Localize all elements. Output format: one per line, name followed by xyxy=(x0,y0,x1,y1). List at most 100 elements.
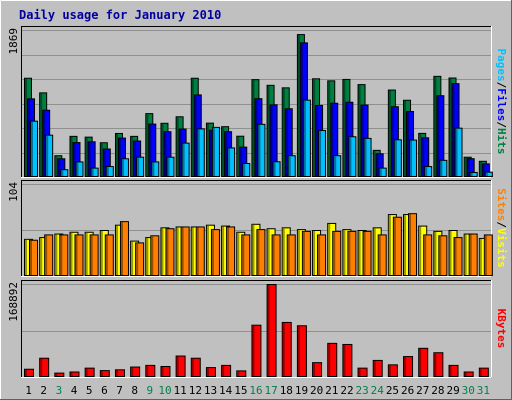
bar-shadow xyxy=(328,223,331,275)
chart-panels: 1869 104 168892 xyxy=(7,26,493,378)
bar-shadow xyxy=(225,132,228,176)
bar-fill xyxy=(104,234,114,277)
bar-shadow xyxy=(131,367,134,376)
bar-pages-day-15 xyxy=(242,163,251,177)
x-tick-label: 29 xyxy=(446,384,459,397)
bar-shadow xyxy=(343,344,346,376)
bar-shadow xyxy=(30,240,32,275)
bar-kbytes-day-29 xyxy=(448,364,459,377)
bar-fill xyxy=(99,370,110,378)
bar-fill xyxy=(438,235,448,276)
bar-shadow xyxy=(179,129,182,176)
bar-shadow xyxy=(419,226,422,275)
bar-shadow xyxy=(404,215,407,275)
bar-shadow xyxy=(100,143,103,176)
x-tick-label: 23 xyxy=(356,384,369,397)
x-tick-label: 26 xyxy=(401,384,414,397)
bar-kbytes-day-14 xyxy=(221,364,232,377)
bar-shadow xyxy=(358,368,361,376)
bar-sites-day-10 xyxy=(165,228,175,277)
bar-shadow xyxy=(287,235,290,275)
bar-kbytes-day-11 xyxy=(175,355,186,378)
bar-shadow xyxy=(434,231,437,275)
bar-shadow xyxy=(316,105,319,176)
bar-shadow xyxy=(25,369,27,376)
bar-shadow xyxy=(73,143,76,176)
bar-shadow xyxy=(373,360,376,376)
bar-pages-day-19 xyxy=(302,99,311,177)
bar-shadow xyxy=(209,130,212,176)
bar-fill xyxy=(347,230,357,276)
bar-fill xyxy=(409,139,418,177)
bar-shadow xyxy=(439,236,442,275)
bar-shadow xyxy=(91,168,94,176)
bar-shadow xyxy=(343,79,346,176)
bar-shadow xyxy=(100,231,103,275)
bar-shadow xyxy=(70,136,73,176)
bar-fill xyxy=(317,234,327,277)
bar-pages-day-5 xyxy=(90,167,99,177)
bar-fill xyxy=(175,355,186,378)
bar-fill xyxy=(89,234,99,277)
bar-pages-day-27 xyxy=(424,166,433,177)
bar-fill xyxy=(135,242,145,276)
bar-shadow xyxy=(146,238,149,275)
bar-fill xyxy=(24,368,34,378)
bar-sites-day-20 xyxy=(317,234,327,277)
x-tick-label: 19 xyxy=(295,384,308,397)
bar-fill xyxy=(90,167,99,177)
bar-kbytes-day-12 xyxy=(190,357,201,377)
bar-sites-day-1 xyxy=(29,239,38,277)
bar-kbytes-day-9 xyxy=(145,364,156,377)
bar-shadow xyxy=(455,128,458,176)
bar-shadow xyxy=(151,236,154,275)
bar-pages-day-23 xyxy=(363,137,372,177)
bar-kbytes-day-28 xyxy=(433,352,444,378)
bar-pages-day-17 xyxy=(272,161,281,178)
bar-shadow xyxy=(422,138,425,176)
bar-fill xyxy=(151,161,160,178)
bar-pages-day-20 xyxy=(318,129,327,177)
bar-kbytes-day-31 xyxy=(478,367,489,377)
panel-hits_files_pages: 1869 xyxy=(7,26,493,178)
bar-fill xyxy=(342,343,353,377)
bar-shadow xyxy=(206,225,209,275)
bar-fill xyxy=(424,166,433,177)
legend-separator: / xyxy=(495,82,508,89)
bar-fill xyxy=(387,364,398,378)
x-tick-label: 1 xyxy=(25,384,32,397)
bar-shadow xyxy=(270,105,273,176)
bar-shadow xyxy=(176,356,179,376)
bar-sites-day-15 xyxy=(241,234,251,277)
x-tick-label: 14 xyxy=(219,384,233,397)
bar-pages-day-22 xyxy=(348,136,357,177)
bar-shadow xyxy=(482,164,485,176)
bar-shadow xyxy=(237,136,240,176)
bar-shadow xyxy=(282,228,285,275)
x-tick-label: 9 xyxy=(147,384,154,397)
bar-shadow xyxy=(211,230,214,275)
bar-shadow xyxy=(328,81,331,176)
bar-fill xyxy=(29,239,38,277)
bar-fill xyxy=(130,366,141,377)
bar-sites-day-22 xyxy=(347,230,357,276)
bar-shadow xyxy=(115,225,118,275)
bar-shadow xyxy=(70,372,73,376)
bar-fill xyxy=(357,367,368,377)
bar-shadow xyxy=(161,123,164,176)
bar-shadow xyxy=(134,141,137,176)
bar-shadow xyxy=(328,343,331,376)
legend-entry-visits: Visits xyxy=(495,228,508,268)
bar-shadow xyxy=(161,228,164,275)
bar-kbytes-day-18 xyxy=(281,321,292,377)
bar-shadow xyxy=(40,93,43,176)
x-tick-label: 15 xyxy=(234,384,247,397)
bar-fill xyxy=(286,234,296,277)
x-tick-label: 16 xyxy=(249,384,262,397)
bar-pages-day-8 xyxy=(136,156,145,178)
bar-shadow xyxy=(58,159,61,176)
bar-fill xyxy=(236,370,247,377)
bar-shadow xyxy=(161,366,164,376)
bar-fill xyxy=(377,234,387,277)
bar-pages-day-9 xyxy=(151,161,160,178)
